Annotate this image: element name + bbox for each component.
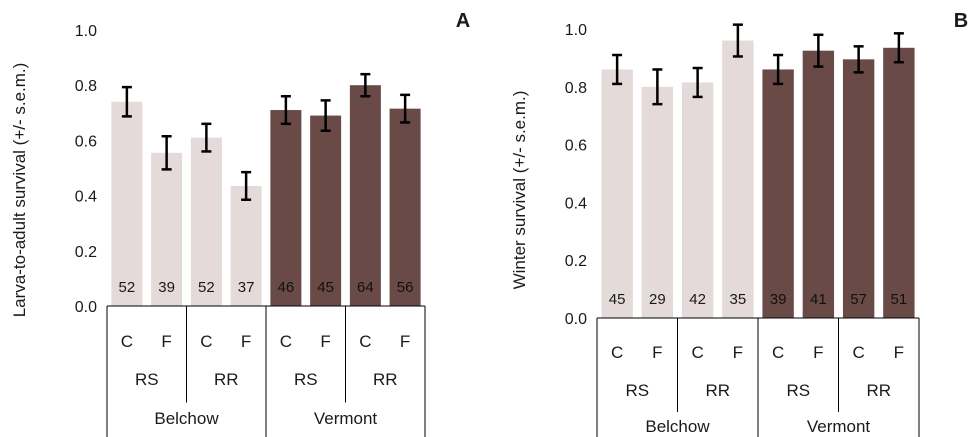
- panel-a-label: A: [456, 10, 470, 32]
- a-subgroup-label: RS: [294, 370, 318, 389]
- a-sample-size-label: 52: [119, 279, 136, 296]
- b-subgroup-label: RS: [625, 381, 649, 400]
- a-category-label: F: [161, 332, 171, 351]
- panel-b-chart: 0.0 0.2 0.4 0.6 0.8 1.0 45 C 29 F 42 C 35 F 39 C 41 F 57 C 5…: [565, 22, 920, 437]
- a-sample-size-label: 64: [357, 279, 374, 296]
- b-category-label: F: [733, 343, 743, 362]
- b-bar: [762, 69, 794, 319]
- b-category-label: C: [691, 343, 703, 362]
- b-bar: [681, 82, 714, 318]
- a-category-label: C: [280, 332, 292, 351]
- a-y-tick-label: 1.0: [75, 23, 97, 40]
- a-subgroup-label: RR: [214, 370, 239, 389]
- b-sample-size-label: 57: [850, 291, 867, 308]
- b-sample-size-label: 45: [609, 291, 626, 308]
- a-bar: [230, 185, 262, 306]
- b-category-label: C: [852, 343, 864, 362]
- panel-a-y-axis-label: Larva-to-adult survival (+/- s.e.m.): [10, 63, 29, 318]
- a-sample-size-label: 45: [317, 279, 334, 296]
- a-subgroup-label: RR: [373, 370, 398, 389]
- b-bar: [641, 86, 674, 318]
- a-sample-size-label: 52: [198, 279, 215, 296]
- panel-b-y-axis-label: Winter survival (+/- s.e.m.): [510, 91, 529, 290]
- a-y-tick-label: 0.6: [75, 133, 97, 150]
- a-category-label: C: [200, 332, 212, 351]
- b-group-label: Belchow: [645, 417, 710, 436]
- a-group-label: Belchow: [154, 409, 219, 428]
- a-category-label: F: [320, 332, 330, 351]
- a-bar: [190, 137, 222, 306]
- b-y-tick-label: 0.4: [565, 195, 587, 212]
- a-sample-size-label: 56: [397, 279, 414, 296]
- a-category-label: C: [121, 332, 133, 351]
- a-y-tick-label: 0.2: [75, 244, 97, 261]
- b-sample-size-label: 51: [891, 291, 908, 308]
- panel-b-label: B: [954, 10, 968, 32]
- b-bar: [802, 50, 835, 319]
- b-y-tick-label: 0.6: [565, 138, 587, 155]
- a-group-label: Vermont: [314, 409, 378, 428]
- a-bar: [111, 101, 143, 306]
- a-bar: [151, 152, 183, 306]
- b-y-tick-label: 0.8: [565, 80, 587, 97]
- a-sample-size-label: 46: [278, 279, 295, 296]
- b-y-tick-label: 1.0: [565, 22, 587, 39]
- b-category-label: C: [611, 343, 623, 362]
- a-bar: [349, 85, 381, 306]
- a-y-tick-label: 0.8: [75, 78, 97, 95]
- b-category-label: C: [772, 343, 784, 362]
- b-subgroup-label: RR: [705, 381, 730, 400]
- a-bar: [270, 110, 302, 306]
- b-y-tick-label: 0.2: [565, 253, 587, 270]
- a-y-tick-label: 0.4: [75, 189, 97, 206]
- a-sample-size-label: 39: [158, 279, 175, 296]
- panel-a-chart: 0.0 0.2 0.4 0.6 0.8 1.0 52 C 39 F 52 C 37 F 46 C 45 F 64 C 5…: [75, 23, 426, 437]
- b-sample-size-label: 35: [730, 291, 747, 308]
- b-category-label: F: [894, 343, 904, 362]
- a-y-tick-label: 0.0: [75, 299, 97, 316]
- b-sample-size-label: 41: [810, 291, 827, 308]
- b-bar: [601, 69, 633, 319]
- b-subgroup-label: RS: [786, 381, 810, 400]
- a-subgroup-label: RS: [135, 370, 159, 389]
- a-bar: [389, 108, 421, 306]
- b-bar: [722, 40, 754, 319]
- b-sample-size-label: 39: [770, 291, 787, 308]
- a-bar: [310, 115, 342, 306]
- a-category-label: F: [241, 332, 251, 351]
- b-category-label: F: [813, 343, 823, 362]
- a-category-label: C: [359, 332, 371, 351]
- a-sample-size-label: 37: [238, 279, 255, 296]
- b-y-tick-label: 0.0: [565, 311, 587, 328]
- b-category-label: F: [652, 343, 662, 362]
- b-sample-size-label: 42: [689, 291, 706, 308]
- a-category-label: F: [400, 332, 410, 351]
- b-subgroup-label: RR: [866, 381, 891, 400]
- b-group-label: Vermont: [807, 417, 871, 436]
- b-bar: [842, 59, 875, 318]
- b-sample-size-label: 29: [649, 291, 666, 308]
- b-bar: [883, 47, 915, 318]
